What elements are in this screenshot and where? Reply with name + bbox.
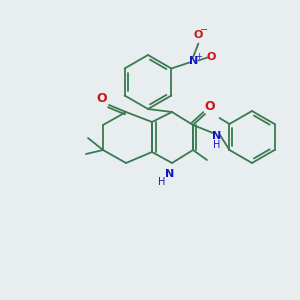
Text: O: O	[97, 92, 107, 104]
Text: N: N	[212, 131, 222, 141]
Text: −: −	[200, 25, 208, 34]
Text: O: O	[207, 52, 216, 62]
Text: H: H	[213, 140, 221, 150]
Text: N: N	[189, 56, 198, 65]
Text: O: O	[194, 31, 203, 40]
Text: N: N	[165, 169, 175, 179]
Text: +: +	[195, 52, 202, 61]
Text: O: O	[205, 100, 215, 112]
Text: H: H	[158, 177, 166, 187]
